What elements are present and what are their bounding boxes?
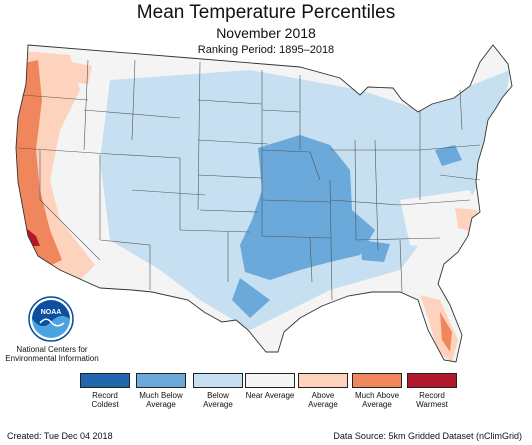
legend-swatch — [407, 373, 457, 388]
legend-label: Much Below Average — [139, 391, 183, 409]
header: Mean Temperature Percentiles November 20… — [0, 2, 532, 57]
state-borders — [15, 44, 513, 363]
legend-swatch — [245, 373, 295, 388]
legend-swatch — [193, 373, 243, 388]
created-date: Created: Tue Dec 04 2018 — [7, 431, 113, 441]
ranking-period: Ranking Period: 1895–2018 — [197, 44, 335, 56]
legend-swatch — [298, 373, 348, 388]
legend-label: Above Average — [308, 391, 338, 409]
logo-text: NOAA — [41, 309, 62, 316]
legend: Record Coldest Much Below Average Below … — [0, 373, 532, 418]
legend-item-near: Near Average — [245, 373, 295, 400]
legend-item-record-coldest: Record Coldest — [80, 373, 130, 409]
legend-item-much-below: Much Below Average — [136, 373, 186, 409]
page-title: Mean Temperature Percentiles — [136, 2, 396, 23]
legend-label: Near Average — [245, 391, 295, 400]
legend-swatch — [352, 373, 402, 388]
legend-label: Much Above Average — [354, 391, 400, 409]
data-source: Data Source: 5km Gridded Dataset (nClimG… — [333, 431, 522, 441]
legend-swatch — [80, 373, 130, 388]
legend-item-record-warmest: Record Warmest — [407, 373, 457, 409]
noaa-logo-icon: NOAA — [28, 296, 74, 342]
legend-swatch — [136, 373, 186, 388]
legend-label: Record Warmest — [416, 391, 448, 409]
legend-item-much-above: Much Above Average — [352, 373, 402, 409]
page-subtitle: November 2018 — [216, 25, 316, 41]
ncei-label: National Centers for Environmental Infor… — [5, 345, 99, 363]
legend-label: Record Coldest — [91, 391, 119, 409]
legend-item-below: Below Average — [193, 373, 243, 409]
legend-item-above: Above Average — [298, 373, 348, 409]
legend-label: Below Average — [203, 391, 233, 409]
